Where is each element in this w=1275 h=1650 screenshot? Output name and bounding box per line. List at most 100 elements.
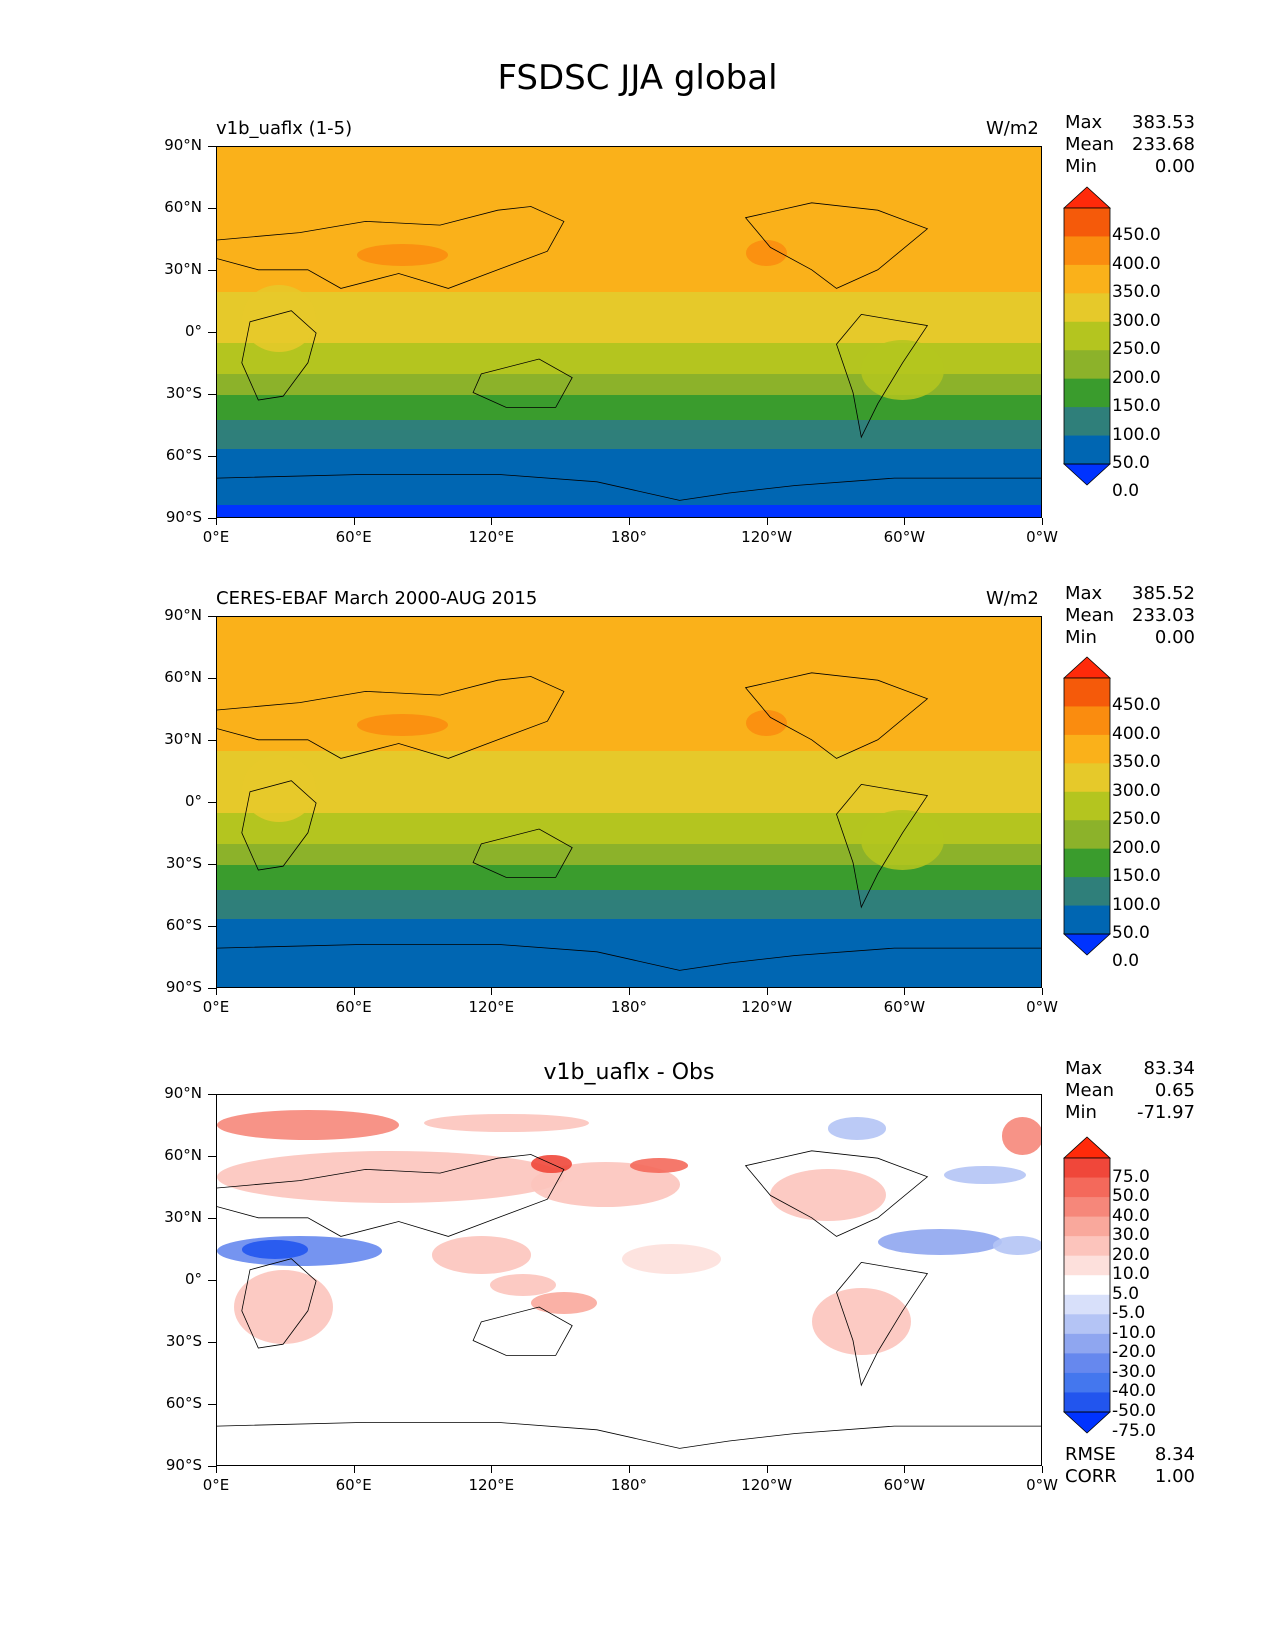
colorbar-segment [1064, 1216, 1110, 1237]
min-label: Min [1065, 156, 1097, 177]
lat-tick-label: 60°N [164, 198, 202, 216]
lat-tick-mark [208, 270, 216, 271]
lat-tick-mark [208, 988, 216, 989]
colorbar-tick-label: 40.0 [1112, 1205, 1150, 1226]
lat-tick-mark [208, 332, 216, 333]
map-plot-area [216, 146, 1042, 518]
lat-tick-mark [208, 926, 216, 927]
lon-tick-label: 120°E [468, 1476, 515, 1494]
lat-tick-label: 60°S [165, 916, 202, 934]
lat-tick-mark [208, 616, 216, 617]
lon-tick-mark [629, 1466, 630, 1473]
colorbar-segment [1064, 293, 1110, 323]
lon-tick-mark [766, 1466, 768, 1473]
coastline-segment [217, 1154, 565, 1237]
colorbar-extend-max [1063, 186, 1111, 209]
colorbar-segment [1064, 1294, 1110, 1315]
colorbar-tick-label: 0.0 [1112, 481, 1140, 502]
lon-tick-label: 0°W [1026, 1476, 1058, 1494]
colorbar-tick-label: 450.0 [1112, 225, 1161, 246]
lon-tick-mark [353, 988, 355, 995]
colorbar-segment [1064, 435, 1110, 465]
difference-anomaly [993, 1236, 1041, 1255]
lon-tick-label: 0°W [1026, 998, 1058, 1016]
lon-tick-mark [216, 518, 217, 525]
colorbar-outline [1063, 677, 1111, 935]
min-label: Min [1065, 627, 1097, 648]
map-plot-area [216, 616, 1042, 988]
colorbar-segment [1064, 1177, 1110, 1198]
lat-tick-label: 90°S [165, 978, 202, 996]
zonal-band [217, 448, 1041, 506]
colorbar-segment [1064, 1275, 1110, 1296]
regional-anomaly [861, 340, 944, 400]
lat-tick-label: 90°N [164, 136, 202, 154]
lon-tick-label: 120°E [468, 998, 515, 1016]
regional-anomaly [357, 243, 449, 267]
min-label: Min [1065, 1102, 1097, 1123]
lon-tick-mark [1042, 1466, 1043, 1473]
lat-tick-mark [208, 1156, 216, 1157]
colorbar-segment [1064, 678, 1110, 707]
zonal-band [217, 683, 1041, 752]
coastline-segment [241, 780, 317, 871]
lon-tick-label: 60°W [883, 528, 926, 546]
coastline-segment [241, 1258, 317, 1349]
lat-tick-label: 30°S [165, 1332, 202, 1350]
lon-tick-label: 0°E [202, 528, 230, 546]
difference-anomaly [828, 1117, 887, 1140]
stats-box: Max 83.34 Mean 0.65 Min -71.97 [1065, 1058, 1195, 1124]
coastline-segment [217, 944, 1041, 971]
coastlines [217, 672, 1041, 971]
lat-tick-label: 90°S [165, 508, 202, 526]
colorbar-tick-label: 350.0 [1112, 282, 1161, 303]
difference-anomaly [877, 1228, 1002, 1255]
colorbar-segment [1064, 763, 1110, 793]
corr-label: CORR [1065, 1466, 1117, 1487]
lon-tick-label: 180° [610, 998, 648, 1016]
mean-value: 233.03 [1132, 605, 1195, 626]
lat-tick-mark [208, 394, 216, 395]
lat-tick-label: 30°N [164, 730, 202, 748]
metrics-box: RMSE 8.34 CORR 1.00 [1065, 1444, 1195, 1488]
difference-anomaly [241, 1240, 308, 1259]
colorbar-segment [1064, 1236, 1110, 1257]
zonal-band [217, 291, 1041, 344]
lon-tick-mark [216, 1466, 217, 1473]
difference-anomaly [217, 1150, 564, 1203]
colorbar-extend-max [1063, 656, 1111, 679]
colorbar-tick-label: 450.0 [1112, 695, 1161, 716]
difference-anomaly [217, 1109, 399, 1140]
difference-anomaly [770, 1169, 887, 1222]
regional-anomaly [241, 754, 317, 822]
colorbar-tick-label: 250.0 [1112, 339, 1161, 360]
max-label: Max [1065, 112, 1103, 133]
lat-tick-mark [208, 208, 216, 209]
colorbar-outline [1063, 1157, 1111, 1413]
mean-label: Mean [1065, 1080, 1115, 1101]
colorbar-tick-label: 75.0 [1112, 1166, 1150, 1187]
colorbar-segment [1064, 848, 1110, 878]
colorbar-tick-label: -40.0 [1112, 1381, 1156, 1402]
colorbar-segment [1064, 905, 1110, 935]
lon-tick-label: 0°E [202, 1476, 230, 1494]
mean-value: 233.68 [1132, 134, 1195, 155]
lon-tick-label: 60°W [883, 998, 926, 1016]
colorbar-segment [1064, 208, 1110, 237]
colorbar-extend-min [1063, 933, 1111, 956]
lat-tick-label: 90°S [165, 1456, 202, 1474]
colorbar-tick-label: 100.0 [1112, 894, 1161, 915]
lon-tick-mark [904, 1466, 906, 1473]
lon-tick-label: 0°W [1026, 528, 1058, 546]
coastline-segment [744, 202, 929, 289]
colorbar-tick-label: 50.0 [1112, 1186, 1150, 1207]
zonal-band [217, 751, 1041, 814]
lat-tick-label: 0° [184, 1270, 202, 1288]
coastline-segment [217, 206, 565, 289]
mean-label: Mean [1065, 134, 1115, 155]
lon-tick-mark [1042, 988, 1043, 995]
stats-box: Max 383.53 Mean 233.68 Min 0.00 [1065, 112, 1195, 178]
lat-tick-mark [208, 864, 216, 865]
lat-tick-label: 60°S [165, 446, 202, 464]
coastline-segment [744, 1150, 929, 1237]
